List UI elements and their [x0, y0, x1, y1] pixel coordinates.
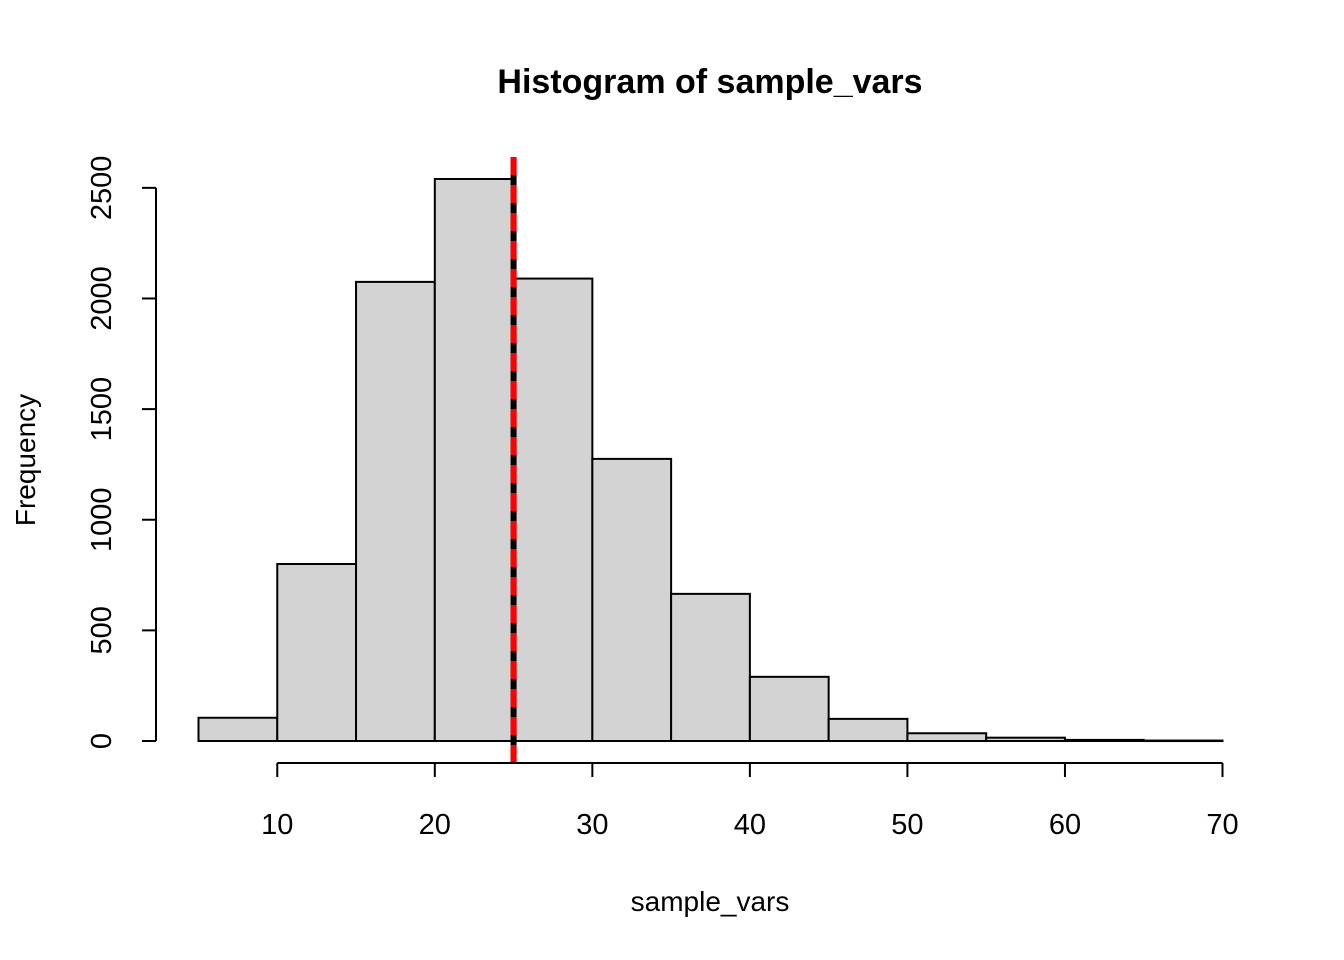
histogram-bar	[827, 717, 909, 743]
y-tick-label: 1000	[86, 487, 118, 552]
y-tick-label: 500	[86, 606, 118, 654]
y-tick-label: 0	[86, 733, 118, 749]
histogram-bar	[748, 675, 830, 743]
x-tick-label: 70	[1206, 809, 1238, 841]
y-tick-label: 2500	[86, 156, 118, 221]
bars-layer	[197, 178, 1224, 743]
y-axis: 0 500 1000 1500 2000 2500	[86, 156, 157, 749]
histogram-bar	[1142, 739, 1224, 743]
x-tick-label: 50	[891, 809, 923, 841]
histogram-bar	[670, 592, 751, 742]
histogram-bar	[433, 178, 515, 742]
y-tick-label: 1500	[86, 377, 118, 442]
histogram-bar	[355, 280, 436, 742]
x-tick-label: 20	[419, 809, 451, 841]
x-axis: 10 20 30 40 50 60 70	[261, 762, 1239, 841]
x-tick-label: 60	[1049, 809, 1081, 841]
chart-title: Histogram of sample_vars	[497, 63, 922, 101]
histogram-bar	[591, 457, 673, 742]
histogram-bar	[512, 277, 594, 742]
y-axis-label: Frequency	[10, 394, 41, 526]
histogram-bar	[985, 736, 1066, 742]
histogram-bar	[1063, 738, 1145, 742]
histogram-bar	[906, 732, 988, 743]
x-tick-label: 30	[576, 809, 608, 841]
x-tick-label: 40	[734, 809, 766, 841]
histogram-bar	[197, 716, 279, 742]
y-tick-label: 2000	[86, 266, 118, 331]
x-axis-label: sample_vars	[631, 886, 790, 917]
histogram-bar	[276, 562, 358, 742]
x-tick-label: 10	[261, 809, 293, 841]
